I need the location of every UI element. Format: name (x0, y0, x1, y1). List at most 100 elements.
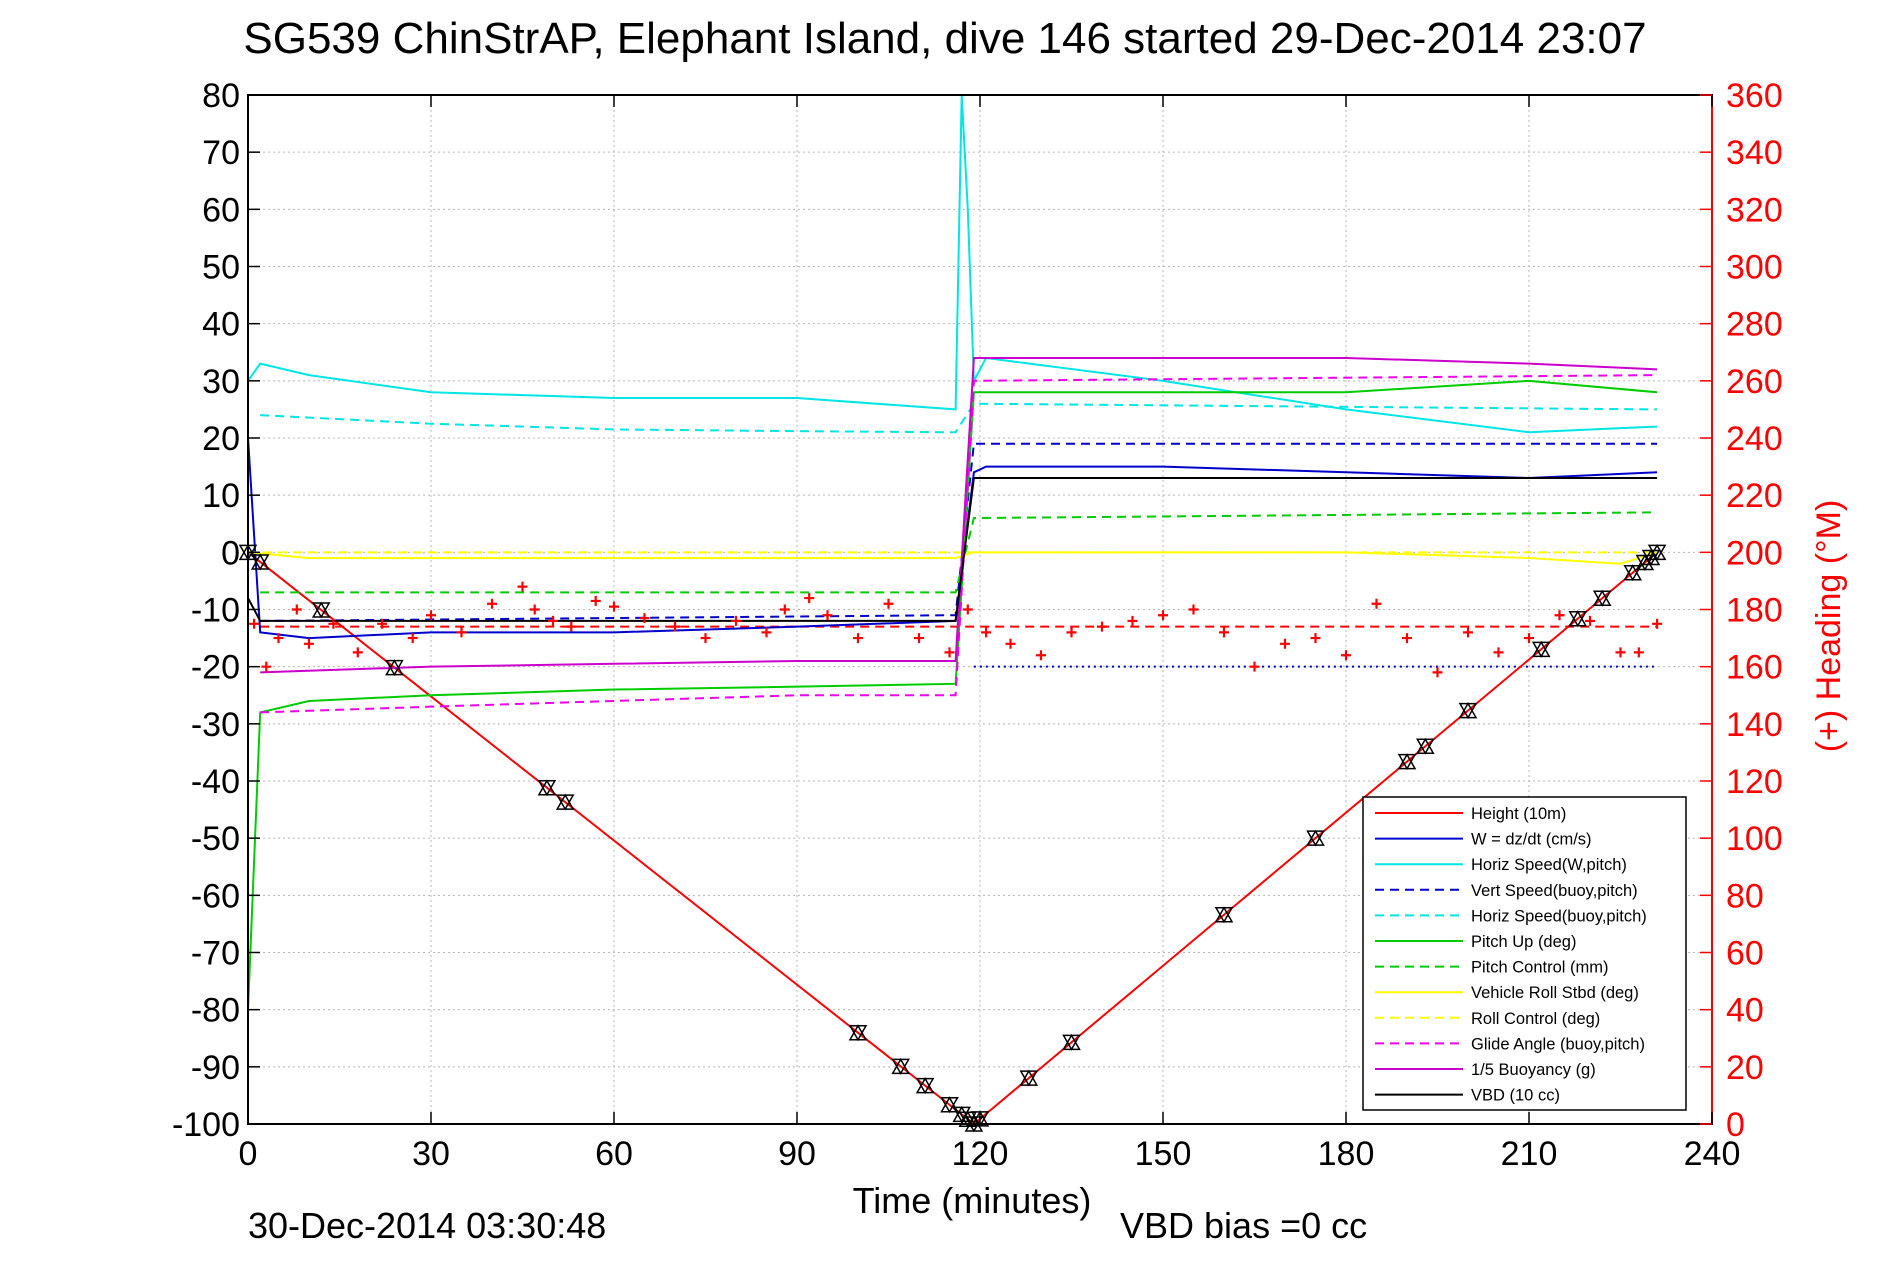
height-marker (1416, 737, 1435, 755)
y-tick-label: -10 (191, 592, 240, 630)
heading-point (639, 613, 650, 624)
y-tick-label: 20 (202, 420, 240, 458)
y-tick-label: -60 (191, 877, 240, 915)
y-tick-label: -90 (191, 1049, 240, 1087)
y-tick-label: 10 (202, 477, 240, 515)
heading-point (590, 595, 601, 606)
y-tick-label: -30 (191, 706, 240, 744)
height-marker (1641, 548, 1661, 566)
legend-label: Pitch Up (deg) (1471, 933, 1576, 951)
height-marker (311, 601, 331, 619)
y2-tick-label: 300 (1726, 249, 1783, 287)
series-line (260, 511, 1658, 594)
heading-point (1310, 633, 1321, 644)
y2-tick-label: 220 (1726, 477, 1783, 515)
height-marker (1531, 640, 1551, 658)
plot-area: 0 30 60 90 120 150 180 210 240-100-90-80-70-60-5… (172, 77, 1783, 1173)
height-marker (1062, 1033, 1081, 1051)
heading-point (291, 604, 302, 615)
heading-point (1188, 604, 1199, 615)
y-tick-label: 50 (202, 249, 240, 287)
heading-point (853, 633, 863, 644)
heading-point (914, 633, 924, 644)
height-marker (1458, 702, 1478, 720)
legend-label: Vehicle Roll Stbd (deg) (1471, 984, 1639, 1002)
height-marker (915, 1077, 935, 1095)
height-marker (1306, 829, 1325, 847)
heading-point (1402, 633, 1412, 644)
height-marker (537, 779, 557, 797)
x-tick-label: 0 (239, 1135, 258, 1173)
heading-point (1554, 610, 1565, 621)
height-marker (1592, 589, 1612, 607)
heading-point (426, 610, 436, 621)
x-tick-label: 150 (1135, 1135, 1192, 1173)
heading-point (609, 601, 619, 612)
heading-point (944, 647, 955, 658)
y2-axis-label: (+) Heading (°M) (1810, 500, 1848, 753)
footer-timestamp: 30-Dec-2014 03:30:48 (248, 1205, 606, 1246)
heading-point (1066, 627, 1077, 638)
heading-point (1615, 647, 1626, 658)
legend-label: Pitch Control (mm) (1471, 959, 1609, 977)
heading-point (566, 621, 577, 632)
heading-point (1633, 647, 1644, 658)
legend-label: Horiz Speed(buoy,pitch) (1471, 907, 1647, 925)
heading-point (456, 627, 467, 638)
legend-label: Height (10m) (1471, 805, 1566, 823)
series-line (260, 356, 1658, 674)
heading-point (761, 627, 772, 638)
y-tick-label: 40 (202, 306, 240, 344)
x-axis-label: Time (minutes) (853, 1180, 1092, 1221)
chart-title: SG539 ChinStrAP, Elephant Island, dive 1… (243, 14, 1646, 63)
height-marker (1568, 610, 1588, 628)
heading-point (261, 661, 272, 672)
heading-point (249, 618, 260, 629)
heading-point (1371, 598, 1382, 609)
heading-point (1005, 638, 1016, 649)
heading-point (548, 615, 558, 626)
height-marker (1635, 554, 1655, 572)
y-tick-label: 70 (202, 134, 240, 172)
y-tick-label: -100 (172, 1106, 240, 1144)
legend-label: Roll Control (deg) (1471, 1010, 1600, 1028)
height-marker (891, 1057, 910, 1075)
y-tick-label: -40 (191, 763, 240, 801)
height-marker (1019, 1069, 1039, 1087)
y2-tick-label: 0 (1726, 1106, 1745, 1144)
heading-point (1524, 633, 1534, 644)
y2-tick-label: 180 (1726, 592, 1783, 630)
heading-point (1097, 621, 1107, 632)
height-marker (970, 1110, 990, 1128)
height-marker (250, 553, 270, 571)
legend-label: Horiz Speed(W,pitch) (1471, 856, 1627, 874)
heading-point (273, 633, 284, 644)
heading-point (883, 598, 894, 609)
heading-point (981, 627, 992, 638)
x-tick-label: 180 (1318, 1135, 1375, 1173)
heading-point (1432, 667, 1443, 678)
height-marker (1214, 906, 1234, 924)
heading-point (529, 604, 540, 615)
y-tick-label: 60 (202, 191, 240, 229)
x-tick-label: 240 (1684, 1135, 1741, 1173)
heading-point (304, 638, 314, 649)
heading-point (962, 604, 973, 615)
y2-tick-label: 200 (1726, 534, 1783, 572)
heading-point (1249, 661, 1260, 672)
y2-tick-label: 260 (1726, 363, 1783, 401)
y2-tick-label: 80 (1726, 877, 1764, 915)
y2-tick-label: 320 (1726, 191, 1783, 229)
heading-point (1280, 638, 1290, 649)
legend-box (1362, 796, 1687, 1111)
series-line (260, 402, 1658, 434)
y2-tick-label: 20 (1726, 1049, 1764, 1087)
x-tick-label: 210 (1501, 1135, 1558, 1173)
y2-tick-label: 100 (1726, 820, 1783, 858)
height-marker (1397, 753, 1417, 771)
y-tick-label: 80 (202, 77, 240, 115)
heading-point (517, 581, 528, 592)
y-tick-label: -50 (191, 820, 240, 858)
y-tick-label: -80 (191, 992, 240, 1030)
